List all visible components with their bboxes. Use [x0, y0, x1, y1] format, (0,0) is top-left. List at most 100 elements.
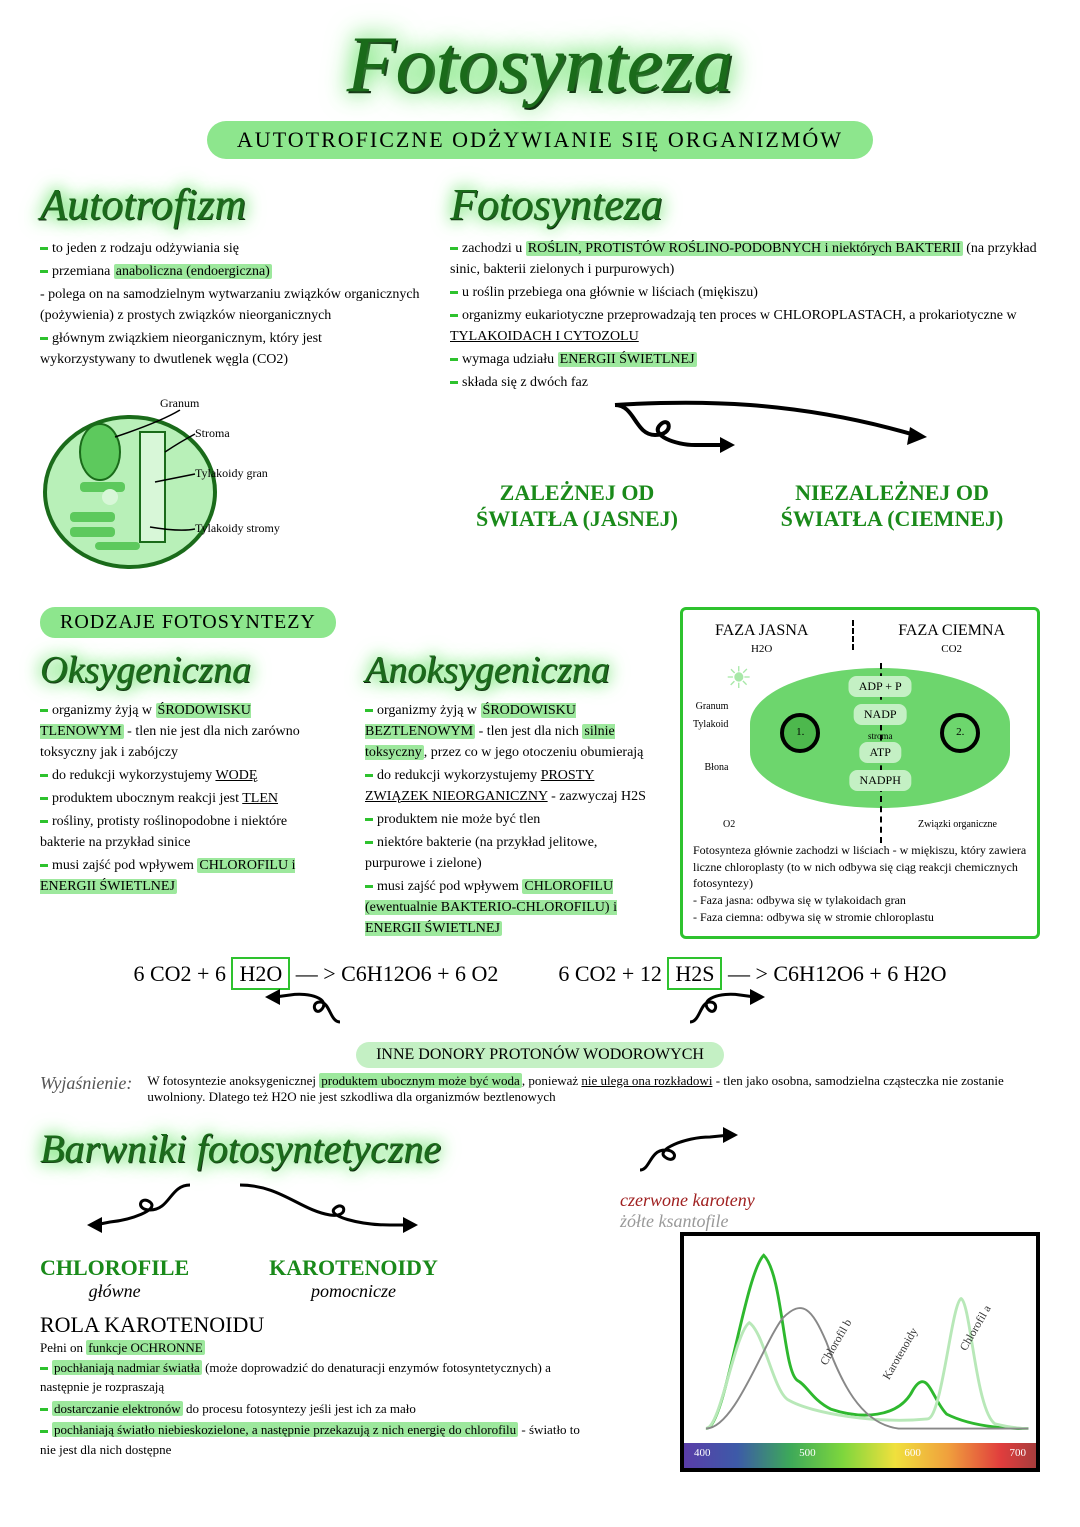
explain-label: Wyjaśnienie:	[40, 1073, 132, 1094]
explain-row: Wyjaśnienie: W fotosyntezie anoksygenicz…	[40, 1073, 1040, 1105]
sun-icon: ☀	[725, 658, 752, 700]
label-tylakoidy-gran: Tylakoidy gran	[195, 466, 268, 480]
phase-jasna-label: ZALEŻNEJ OD ŚWIATŁA (JASNEJ)	[450, 480, 704, 533]
spectrum-axis: 400 500 600 700	[684, 1443, 1036, 1468]
list-item: produktem ubocznym reakcji jest TLEN	[40, 788, 335, 809]
o2-label: O2	[723, 818, 735, 832]
top-columns: Autotrofizm to jeden z rodzaju odżywiani…	[40, 179, 1040, 597]
list-item: składa się z dwóch faz	[450, 372, 1040, 393]
rodzaje-columns: Oksygeniczna organizmy żyją w ŚRODOWISKU…	[40, 648, 660, 941]
donor-banner: INNE DONORY PROTONÓW WODOROWYCH	[356, 1042, 724, 1068]
mid-atp: ATP	[860, 742, 901, 763]
explain-text: W fotosyntezie anoksygenicznej produktem…	[147, 1073, 1040, 1105]
autotrofizm-heading: Autotrofizm	[40, 179, 420, 230]
phase-box-header: FAZA JASNA H2O FAZA CIEMNA CO2	[693, 620, 1027, 658]
fotosynteza-column: Fotosynteza zachodzi u ROŚLIN, PROTISTÓW…	[450, 179, 1040, 597]
phase-ciemna-label: NIEZALEŻNEJ OD ŚWIATŁA (CIEMNEJ)	[744, 480, 1040, 533]
barwniki-heading: Barwniki fotosyntetyczne	[40, 1125, 590, 1172]
label-granum: Granum	[160, 396, 200, 410]
oksy-heading: Oksygeniczna	[40, 648, 335, 692]
anoksy-list: organizmy żyją w ŚRODOWISKU BEZTLENOWYM …	[365, 700, 660, 939]
phase-labels-row: ZALEŻNEJ OD ŚWIATŁA (JASNEJ) NIEZALEŻNEJ…	[450, 480, 1040, 533]
fotosynteza-heading: Fotosynteza	[450, 179, 1040, 230]
list-item: pochłaniają światło niebieskozielone, a …	[40, 1420, 590, 1459]
barwniki-arrows	[40, 1180, 490, 1240]
spectrum-chart: Chlorofil b Karotenoidy Chlorofil a 400 …	[680, 1232, 1040, 1472]
eq2-box: H2S	[667, 957, 722, 990]
oksy-column: Oksygeniczna organizmy żyją w ŚRODOWISKU…	[40, 648, 335, 941]
list-item: produktem nie może być tlen	[365, 809, 660, 830]
barwniki-section: Barwniki fotosyntetyczne CHLOROFILE głów…	[40, 1125, 1040, 1472]
circle-2: 2.	[940, 713, 980, 753]
list-item: zachodzi u ROŚLIN, PROTISTÓW ROŚLINO-POD…	[450, 238, 1040, 280]
list-item: do redukcji wykorzystujemy WODĘ	[40, 765, 335, 786]
stroma-label: stroma	[868, 730, 893, 743]
faza-ciemna-label: FAZA CIEMNA	[898, 620, 1005, 642]
eq1-box: H2O	[231, 957, 290, 990]
autotrofizm-list: to jeden z rodzaju odżywiania sięprzemia…	[40, 238, 420, 370]
list-item: organizmy żyją w ŚRODOWISKU BEZTLENOWYM …	[365, 700, 660, 763]
circle-1: 1.	[780, 713, 820, 753]
rola-list: pochłaniają nadmiar światła (może doprow…	[40, 1358, 590, 1460]
chloroplast-diagram: Granum Stroma Tylakoidy gran Tylakoidy s…	[40, 382, 280, 582]
list-item: organizmy żyją w ŚRODOWISKU TLENOWYM - t…	[40, 700, 335, 763]
phase-desc-line: Fotosynteza głównie zachodzi w liściach …	[693, 842, 1027, 892]
equation-1: 6 CO2 + 6 H2O — > C6H12O6 + 6 O2	[133, 961, 498, 987]
list-item: musi zajść pod wpływem CHLOROFILU i ENER…	[40, 855, 335, 897]
chlorofile-sub: główne	[40, 1281, 189, 1302]
list-item: pochłaniają nadmiar światła (może doprow…	[40, 1358, 590, 1397]
barwniki-left: Barwniki fotosyntetyczne CHLOROFILE głów…	[40, 1125, 590, 1461]
faza-jasna-sub: H2O	[715, 642, 809, 657]
zwiazki-label: Związki organiczne	[918, 818, 997, 832]
donor-arrows	[40, 987, 1040, 1027]
list-item: dostarczanie elektronów do procesu fotos…	[40, 1399, 590, 1419]
list-item: niektóre bakterie (na przykład jelitowe,…	[365, 832, 660, 874]
oksy-list: organizmy żyją w ŚRODOWISKU TLENOWYM - t…	[40, 700, 335, 897]
phase-oval: ADP + P NADP stroma ATP NADPH 1. 2. ☀	[750, 668, 1010, 808]
list-item: do redukcji wykorzystujemy PROSTY ZWIĄZE…	[365, 765, 660, 807]
equation-2: 6 CO2 + 12 H2S — > C6H12O6 + 6 H2O	[558, 961, 946, 987]
fotosynteza-list: zachodzi u ROŚLIN, PROTISTÓW ROŚLINO-POD…	[450, 238, 1040, 393]
phase-arrows	[450, 395, 1040, 465]
list-item: głównym związkiem nieorganicznym, który …	[40, 328, 420, 370]
subtitle-banner: AUTOTROFICZNE ODŻYWIANIE SIĘ ORGANIZMÓW	[207, 121, 873, 159]
autotrofizm-column: Autotrofizm to jeden z rodzaju odżywiani…	[40, 179, 420, 597]
phase-desc-line: - Faza ciemna: odbywa się w stromie chlo…	[693, 909, 1027, 926]
chlorofile-main: CHLOROFILE	[40, 1255, 189, 1281]
pigment-row: CHLOROFILE główne KAROTENOIDY pomocnicze	[40, 1255, 590, 1302]
barwniki-right: czerwone karoteny żółte ksantofile Chlor…	[620, 1125, 1040, 1472]
list-item: - polega on na samodzielnym wytwarzaniu …	[40, 284, 420, 326]
mid-adp: ADP + P	[849, 676, 912, 697]
mid-nadp: NADP	[854, 704, 907, 725]
karotenoidy-col: KAROTENOIDY pomocnicze	[269, 1255, 438, 1302]
phase-left-labels: Granum Tylakoid Błona	[693, 698, 728, 777]
middle-row: RODZAJE FOTOSYNTEZY Oksygeniczna organiz…	[40, 607, 1040, 941]
karotenoidy-sub: pomocnicze	[269, 1281, 438, 1302]
anoksy-column: Anoksygeniczna organizmy żyją w ŚRODOWIS…	[365, 648, 660, 941]
equations-row: 6 CO2 + 6 H2O — > C6H12O6 + 6 O2 6 CO2 +…	[40, 961, 1040, 987]
phase-box-wrapper: FAZA JASNA H2O FAZA CIEMNA CO2 Granum Ty…	[680, 607, 1040, 939]
list-item: u roślin przebiega ona głównie w liściac…	[450, 282, 1040, 303]
spectrum-curves: Chlorofil b Karotenoidy Chlorofil a	[684, 1236, 1036, 1443]
label-stroma: Stroma	[195, 426, 230, 440]
caroten-arrow	[620, 1125, 820, 1185]
caroten-type-1: czerwone karoteny	[620, 1190, 1040, 1211]
curve-label-chlorofil-a: Chlorofil a	[958, 1303, 994, 1353]
phase-desc-line: - Faza jasna: odbywa się w tylakoidach g…	[693, 892, 1027, 909]
rola-intro: Pełni on funkcje OCHRONNE	[40, 1338, 590, 1358]
curve-label-karotenoidy: Karotenoidy	[881, 1326, 920, 1382]
list-item: organizmy eukariotyczne przeprowadzają t…	[450, 305, 1040, 347]
caroten-type-2: żółte ksantofile	[620, 1211, 1040, 1232]
main-title: Fotosynteza	[40, 20, 1040, 111]
list-item: musi zajść pod wpływem CHLOROFILU (ewent…	[365, 876, 660, 939]
chlorofile-col: CHLOROFILE główne	[40, 1255, 189, 1302]
mid-nadph: NADPH	[850, 770, 911, 791]
faza-ciemna-sub: CO2	[898, 642, 1005, 657]
curve-label-chlorofil-b: Chlorofil b	[819, 1317, 855, 1367]
list-item: wymaga udziału ENERGII ŚWIETLNEJ	[450, 349, 1040, 370]
rodzaje-section: RODZAJE FOTOSYNTEZY Oksygeniczna organiz…	[40, 607, 660, 941]
anoksy-heading: Anoksygeniczna	[365, 648, 660, 692]
karotenoidy-main: KAROTENOIDY	[269, 1255, 438, 1281]
list-item: rośliny, protisty roślinopodobne i niekt…	[40, 811, 335, 853]
list-item: to jeden z rodzaju odżywiania się	[40, 238, 420, 259]
